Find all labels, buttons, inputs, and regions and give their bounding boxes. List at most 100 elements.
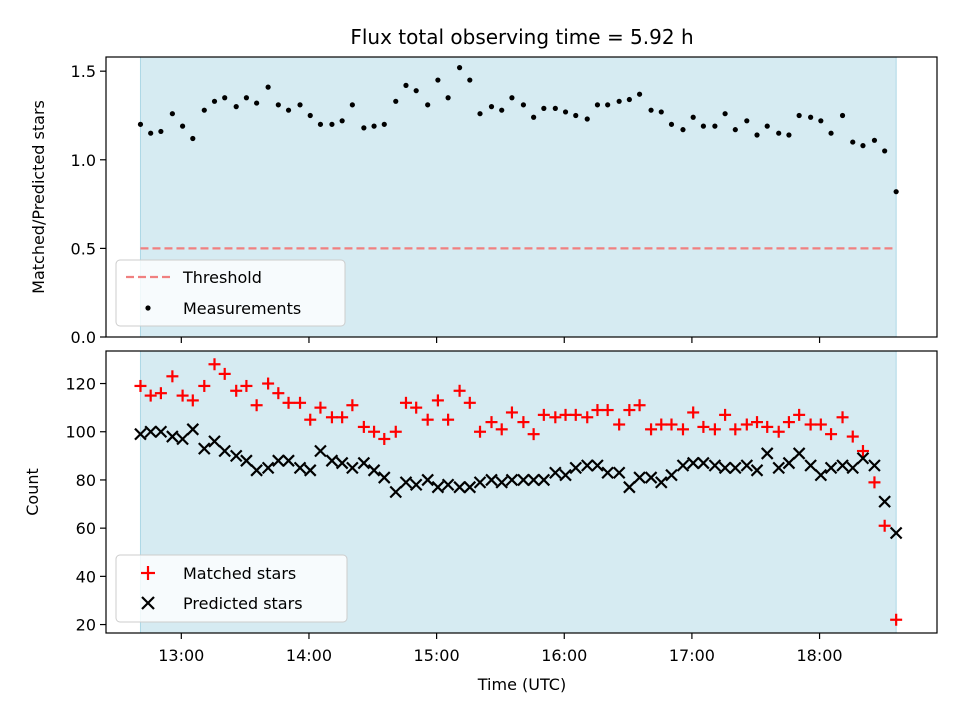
- threshold-legend-label: Threshold: [182, 268, 262, 287]
- predicted-star-point: [782, 456, 796, 470]
- predicted-star-point: [686, 456, 700, 470]
- measurement-point: [509, 95, 515, 101]
- ratio-y-ticks: 0.0 0.5 1.0 1.5: [71, 62, 106, 347]
- measurement-point: [243, 95, 250, 101]
- chart-title: Flux total observing time = 5.92 h: [350, 25, 693, 49]
- matched-star-point: [336, 411, 349, 424]
- predicted-star-point: [718, 461, 732, 475]
- predicted-star-point: [814, 468, 828, 482]
- predicted-star-point: [453, 480, 466, 494]
- measurement-point: [796, 112, 802, 119]
- measurement-point: [744, 118, 750, 124]
- measurement-point: [680, 127, 686, 133]
- measurement-point: [233, 104, 239, 110]
- measurement-point: [477, 111, 483, 117]
- predicted-star-point: [750, 464, 764, 477]
- measurement-point: [339, 118, 345, 124]
- x-tick-label: 16:00: [541, 646, 587, 665]
- measurement-point: [605, 102, 611, 108]
- matched-star-point: [399, 396, 412, 409]
- matched-star-point: [144, 389, 157, 402]
- predicted-star-point: [537, 473, 551, 487]
- matched-star-point: [250, 399, 263, 412]
- matched-star-point: [154, 387, 167, 400]
- matched-star-point: [176, 389, 189, 402]
- count-plot-frame: [105, 350, 938, 634]
- matched-star-point: [708, 423, 721, 436]
- measurement-point: [467, 77, 473, 83]
- predicted-star-point: [421, 473, 434, 487]
- measurement-point: [265, 84, 271, 90]
- predicted-star-point: [282, 454, 295, 467]
- predicted-star-point: [740, 459, 754, 472]
- matched-star-point: [463, 396, 476, 409]
- predicted-star-point: [633, 471, 646, 484]
- measurement-point: [317, 121, 324, 127]
- matched-star-point: [782, 416, 795, 429]
- matched-star-point: [655, 418, 668, 431]
- measurement-point: [403, 82, 409, 88]
- predicted-star-point: [665, 468, 678, 482]
- measurements-legend-label: Measurements: [183, 299, 301, 318]
- matched-star-point: [846, 430, 859, 443]
- predicted-star-point: [441, 478, 455, 492]
- x-tick-label: 14:00: [286, 646, 332, 665]
- predicted-star-point: [792, 447, 806, 460]
- count-y-tick-label: 80: [76, 471, 96, 490]
- count-y-ticks: 20 40 60 80 100 120: [65, 375, 106, 635]
- predicted-star-point: [314, 444, 327, 458]
- matched-star-point: [868, 476, 881, 489]
- predicted-star-point: [549, 466, 562, 479]
- predicted-star-point: [473, 476, 487, 489]
- measurement-point: [871, 137, 878, 143]
- measurement-point: [275, 102, 281, 108]
- x-tick-label: 18:00: [797, 646, 843, 665]
- predicted-star-point: [346, 461, 359, 475]
- ratio-legend: Threshold Measurements: [115, 259, 346, 327]
- predicted-star-point: [166, 430, 179, 443]
- ratio-y-axis-label: Matched/Predicted stars: [29, 100, 48, 294]
- measurement-point: [754, 132, 760, 138]
- predicted-stars-points: [134, 423, 903, 540]
- predicted-star-point: [495, 476, 508, 489]
- matched-star-point: [282, 396, 295, 409]
- measurement-point: [393, 98, 399, 104]
- predicted-star-point: [154, 425, 168, 439]
- predicted-star-point: [878, 495, 891, 508]
- predicted-star-point: [399, 476, 413, 489]
- matched-star-point: [314, 401, 327, 414]
- matched-star-point: [186, 394, 199, 407]
- measurement-point: [616, 98, 622, 104]
- count-x-ticks: 13:00 14:00 15:00 16:00 17:00 18:00: [158, 633, 843, 665]
- predicted-star-point: [527, 473, 540, 487]
- matched-star-point: [836, 411, 849, 424]
- measurement-point: [499, 107, 505, 113]
- measurement-point: [818, 118, 824, 124]
- predicted-star-point: [485, 473, 498, 487]
- matched-star-point: [793, 408, 806, 421]
- predicted-star-point: [229, 449, 243, 463]
- measurement-point: [808, 114, 814, 120]
- measurement-point: [626, 96, 632, 103]
- matched-star-point: [559, 408, 572, 421]
- predicted-star-point: [846, 461, 860, 475]
- matched-star-point: [645, 423, 658, 436]
- matched-star-point: [378, 432, 391, 445]
- count-panel: 20 40 60 80 100 120 13:00 14:00 15:00 16:00 17:00…: [23, 350, 938, 694]
- matched-star-point: [751, 416, 764, 429]
- measurement-point: [584, 116, 590, 122]
- predicted-star-point: [708, 459, 722, 472]
- measurement-point: [307, 112, 313, 119]
- x-axis-label: Time (UTC): [477, 675, 566, 694]
- predicted-star-point: [431, 480, 445, 494]
- measurement-point: [636, 91, 643, 97]
- matched-star-point: [421, 413, 434, 426]
- matched-star-point: [505, 406, 518, 419]
- measurement-point: [732, 127, 738, 133]
- matched-star-point: [368, 425, 381, 438]
- predicted-star-point: [760, 447, 774, 460]
- matched-star-point: [719, 408, 732, 421]
- measurement-point: [137, 121, 144, 127]
- matched-star-point: [517, 416, 530, 429]
- measurement-point: [285, 107, 292, 113]
